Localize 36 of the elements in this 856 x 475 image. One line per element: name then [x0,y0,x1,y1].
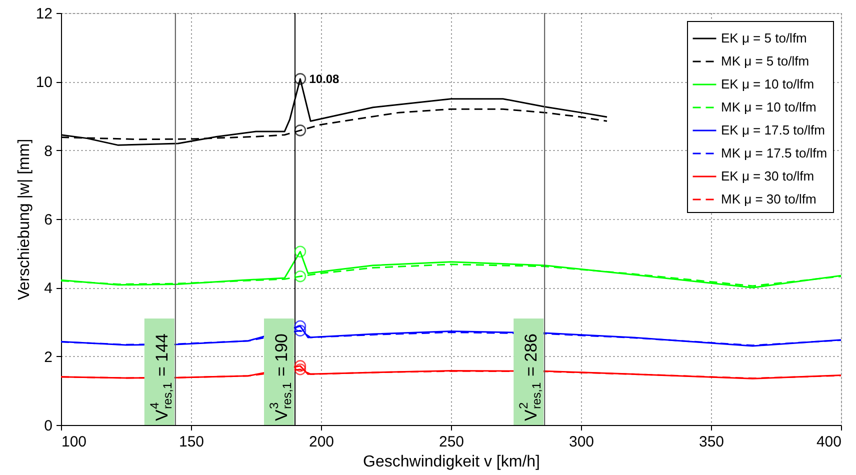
x-tick-label: 300 [568,434,594,450]
legend-label: MK μ = 30 to/lfm [721,192,816,206]
y-tick-label: 0 [44,418,52,434]
point [294,360,306,372]
legend-label: EK μ = 17.5 to/lfm [721,122,825,138]
y-tick-label: 10 [36,74,52,92]
x-tick-label: 150 [178,434,204,450]
legend-label: MK μ = 10 to/lfm [721,100,816,114]
ref-line-label: V2res,1 = 286 [516,333,544,421]
x-tick-label: 350 [698,434,724,450]
point [294,270,306,282]
legend-label: MK μ = 5 to/lfm [721,54,810,68]
annotation: 10.08 [309,72,340,86]
point [294,324,306,336]
legend-label: EK μ = 10 to/lfm [721,76,814,92]
y-tick-label: 12 [36,6,52,22]
point [294,124,306,136]
y-tick-label: 4 [44,280,52,298]
point [294,246,306,258]
point [294,73,306,85]
x-tick-label: 250 [438,434,464,450]
point [294,320,306,332]
y-tick-label: 8 [44,142,52,160]
y-tick-label: 6 [44,212,52,228]
legend-label: EK μ = 5 to/lfm [721,30,807,46]
legend-label: MK μ = 17.5 to/lfm [721,146,828,160]
point [294,363,306,376]
y-axis-title: Verschiebung |w| [mm] [16,138,33,300]
ref-line-label: V4res,1 = 144 [147,333,174,421]
legend-label: EK μ = 30 to/lfm [721,168,814,184]
x-tick-label: 400 [816,434,842,450]
x-tick-label: 200 [308,434,334,450]
x-tick-label: 100 [62,434,87,450]
x-axis-title: Geschwindigkeit v [km/h] [363,454,540,470]
ref-line-label: V3res,1 = 190 [267,333,294,421]
y-tick-label: 2 [44,348,52,366]
